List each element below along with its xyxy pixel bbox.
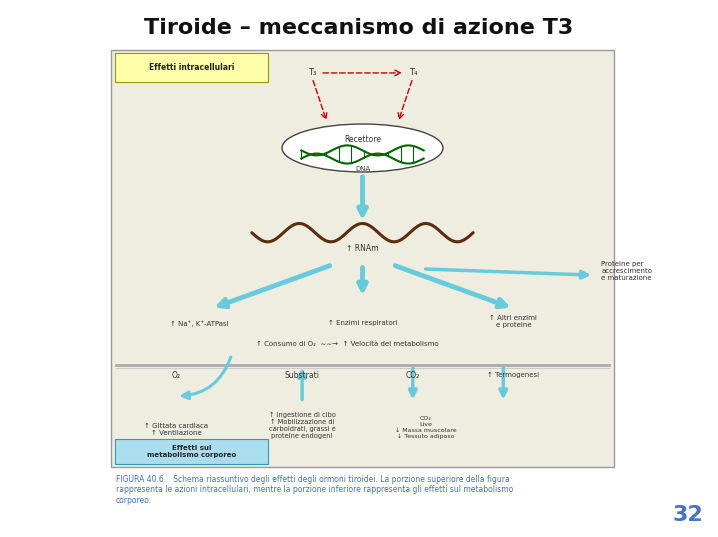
Text: ↑ RNAm: ↑ RNAm xyxy=(346,244,379,252)
Text: O₂: O₂ xyxy=(172,371,181,380)
Text: ↑ Consumo di O₂  ∼∼→  ↑ Velocità del metabolismo: ↑ Consumo di O₂ ∼∼→ ↑ Velocità del metab… xyxy=(256,341,439,347)
Text: T₃: T₃ xyxy=(308,68,317,77)
Text: 32: 32 xyxy=(672,505,703,525)
Polygon shape xyxy=(111,50,614,467)
Text: ↑ Altri enzimi
e proteine: ↑ Altri enzimi e proteine xyxy=(490,315,537,328)
Text: DNA: DNA xyxy=(355,166,370,172)
Text: Effetti intracellulari: Effetti intracellulari xyxy=(149,63,234,72)
Text: Recettore: Recettore xyxy=(344,135,381,144)
Text: Proteine per
accrescimento
e maturazione: Proteine per accrescimento e maturazione xyxy=(602,261,653,281)
Text: ↑ Na⁺, K⁺-ATPasi: ↑ Na⁺, K⁺-ATPasi xyxy=(169,320,228,326)
Text: Tiroide – meccanismo di azione T3: Tiroide – meccanismo di azione T3 xyxy=(144,18,574,38)
Text: FIGURA 40.6.   Schema riassuntivo degli effetti degli ormoni tiroidei. La porzio: FIGURA 40.6. Schema riassuntivo degli ef… xyxy=(116,475,513,505)
FancyBboxPatch shape xyxy=(115,53,268,82)
FancyBboxPatch shape xyxy=(115,439,268,464)
Text: T₄: T₄ xyxy=(409,68,417,77)
Ellipse shape xyxy=(282,124,443,172)
Text: CO₂
Live
↓ Massa muscolare
↓ Tessuto adiposo: CO₂ Live ↓ Massa muscolare ↓ Tessuto adi… xyxy=(395,416,456,439)
Text: Effetti sul
metabolismo corporeo: Effetti sul metabolismo corporeo xyxy=(147,445,236,458)
Text: ↑ Ingestione di cibo
↑ Mobilizzazione di
carboidrati, grassi e
proteine endogeni: ↑ Ingestione di cibo ↑ Mobilizzazione di… xyxy=(269,412,335,439)
Text: ↑ Enzimi respiratori: ↑ Enzimi respiratori xyxy=(327,320,397,326)
Text: CO₂: CO₂ xyxy=(406,371,420,380)
Text: ↑ Gittata cardiaca
↑ Ventilazione: ↑ Gittata cardiaca ↑ Ventilazione xyxy=(144,423,208,436)
Text: Substrati: Substrati xyxy=(284,371,320,380)
Text: ↑ Termogenesi: ↑ Termogenesi xyxy=(488,372,539,379)
